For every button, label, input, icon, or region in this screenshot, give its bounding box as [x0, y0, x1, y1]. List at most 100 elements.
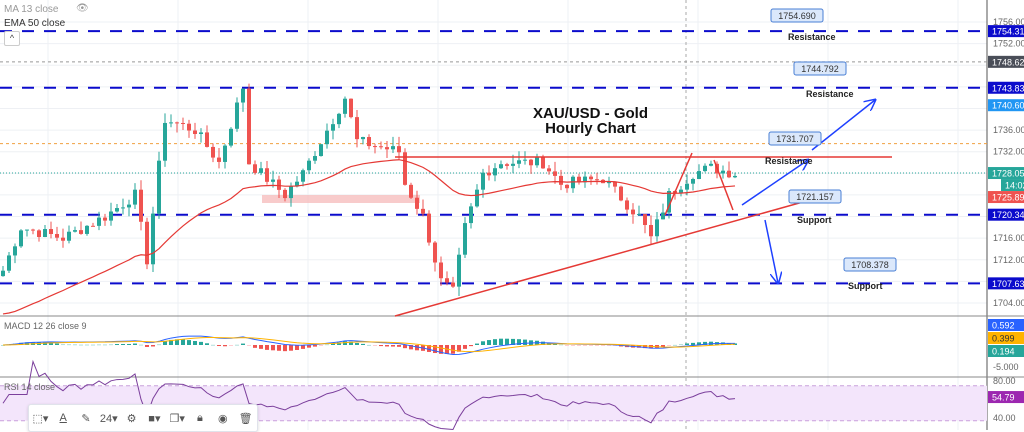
candle-body — [331, 124, 335, 131]
candle — [187, 119, 191, 138]
candle — [199, 128, 203, 143]
candle — [457, 247, 461, 296]
candle-body — [661, 212, 665, 220]
lock-icon[interactable]: 🔒︎ — [197, 411, 203, 424]
macd-histogram-bar — [403, 345, 407, 349]
fill-icon[interactable]: ■▾ — [148, 412, 161, 425]
candle-body — [103, 217, 107, 221]
gear-icon[interactable]: ⚙ — [126, 412, 137, 425]
candle — [487, 165, 491, 181]
candle-body — [235, 102, 239, 129]
candle — [49, 221, 53, 239]
candle — [571, 175, 575, 193]
macd-histogram-bar — [559, 344, 563, 346]
candle — [415, 190, 419, 215]
macd-histogram-bar — [379, 345, 383, 347]
candle-body — [61, 237, 65, 241]
macd-histogram-bar — [133, 343, 137, 345]
pencil-icon[interactable]: ✎ — [81, 412, 91, 425]
candle-body — [547, 168, 551, 172]
candle — [385, 141, 389, 158]
candle-body — [643, 214, 647, 226]
signal-line — [2, 336, 736, 353]
macd-histogram-bar — [481, 341, 485, 345]
text-color-icon[interactable]: A — [59, 412, 67, 424]
candle — [685, 174, 689, 196]
candle — [577, 173, 581, 185]
candle — [193, 122, 197, 139]
macd-histogram-bar — [577, 345, 581, 346]
macd-legend[interactable]: MACD 12 26 close 9 — [4, 321, 87, 331]
candle-body — [91, 225, 95, 227]
candle-body — [307, 160, 311, 171]
candle-body — [97, 217, 101, 226]
candle — [55, 226, 59, 241]
macd-histogram-bar — [73, 344, 77, 346]
title-line-2: Hourly Chart — [545, 120, 636, 137]
candle-body — [259, 168, 263, 173]
candle — [313, 151, 317, 164]
candle — [445, 271, 449, 286]
candle-body — [481, 172, 485, 190]
candle-body — [541, 157, 545, 169]
rsi-legend[interactable]: RSI 14 close — [4, 382, 56, 392]
candle-body — [187, 123, 191, 131]
macd-histogram-bar — [427, 345, 431, 352]
candle-body — [1, 270, 5, 277]
candle — [175, 121, 179, 133]
macd-histogram-bar — [223, 345, 227, 347]
candle-body — [529, 159, 533, 166]
candle — [595, 172, 599, 185]
ma-legend[interactable]: MA 13 close — [4, 4, 59, 15]
macd-histogram-bar — [151, 345, 155, 347]
candle-body — [721, 170, 725, 174]
font-size-select[interactable]: 24▾ — [99, 412, 118, 425]
macd-histogram-bar — [541, 341, 545, 345]
candle — [145, 217, 149, 270]
axis-badge-text: 1720.342 — [992, 210, 1024, 220]
macd-histogram-bar — [229, 345, 233, 346]
eye-icon[interactable]: ◉ — [217, 412, 228, 425]
trash-icon[interactable]: 🗑︎ — [238, 412, 253, 425]
eye-hidden-icon[interactable]: 👁 — [76, 3, 89, 14]
macd-histogram-bar — [217, 345, 221, 347]
candle-body — [685, 183, 689, 190]
candle — [151, 206, 155, 272]
candle — [331, 118, 335, 140]
callout-box — [768, 131, 822, 146]
macd-histogram-bar — [205, 343, 209, 345]
candle — [637, 205, 641, 216]
macd-badge — [988, 319, 1024, 331]
candle-body — [475, 189, 479, 207]
axis-badge — [988, 277, 1024, 290]
candle — [211, 143, 215, 163]
zone-rect — [262, 195, 420, 203]
macd-histogram-bar — [169, 339, 173, 345]
level-label: Resistance — [806, 89, 854, 99]
candle — [661, 203, 665, 220]
candle — [499, 160, 503, 170]
candle — [523, 151, 527, 165]
macd-histogram-bar — [673, 344, 677, 346]
rect-icon[interactable]: ⬚▾ — [32, 412, 49, 425]
candle — [505, 162, 509, 170]
candle — [589, 174, 593, 185]
copy-icon[interactable]: ❐▾ — [169, 412, 185, 425]
collapse-legend-button[interactable]: ^ — [4, 31, 20, 46]
candle — [625, 197, 629, 214]
candle-body — [385, 147, 389, 150]
macd-histogram-bar — [409, 345, 413, 350]
macd-histogram-bar — [733, 343, 737, 345]
rsi-tick: 40.00 — [993, 413, 1016, 423]
candle-body — [199, 132, 203, 134]
chart-title: XAU/USD - Gold Hourly Chart — [533, 106, 648, 136]
axis-badge-text: 1740.603 — [992, 101, 1024, 111]
ema-legend[interactable]: EMA 50 close — [4, 18, 66, 29]
macd-histogram-bar — [85, 344, 89, 346]
candle — [61, 228, 65, 248]
candle — [517, 151, 521, 169]
candle — [361, 136, 365, 145]
macd-histogram-bar — [163, 341, 167, 345]
callout-box — [843, 257, 897, 272]
